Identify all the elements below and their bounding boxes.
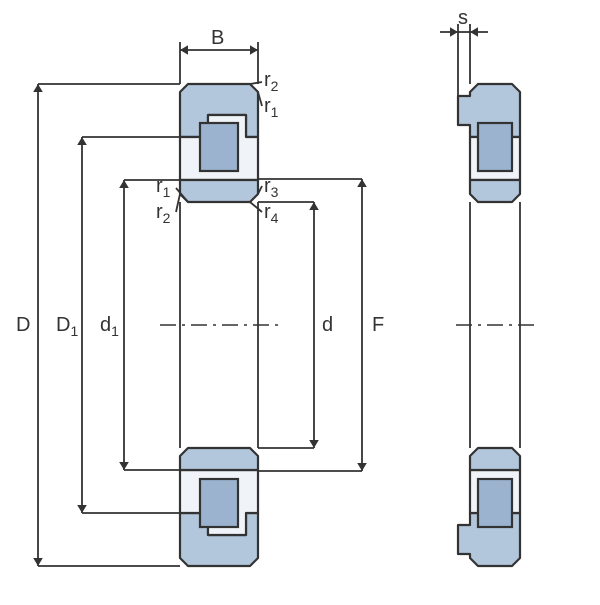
- label-B: B: [211, 27, 224, 49]
- main-section: [160, 84, 278, 566]
- label-d: d: [322, 314, 333, 336]
- label-r1-top: r1: [264, 95, 279, 120]
- label-D1: D1: [56, 314, 78, 339]
- label-r2-left: r2: [156, 201, 171, 226]
- bearing-diagram: BsDD1d1dFr2r1r1r2r3r4: [0, 0, 600, 600]
- label-r2-top: r2: [264, 69, 279, 94]
- label-D: D: [16, 314, 30, 336]
- label-d1: d1: [100, 314, 119, 339]
- label-r4: r4: [264, 201, 279, 226]
- label-F: F: [372, 314, 384, 336]
- side-section: [456, 84, 534, 566]
- label-s: s: [458, 7, 468, 29]
- label-r1-left: r1: [156, 175, 171, 200]
